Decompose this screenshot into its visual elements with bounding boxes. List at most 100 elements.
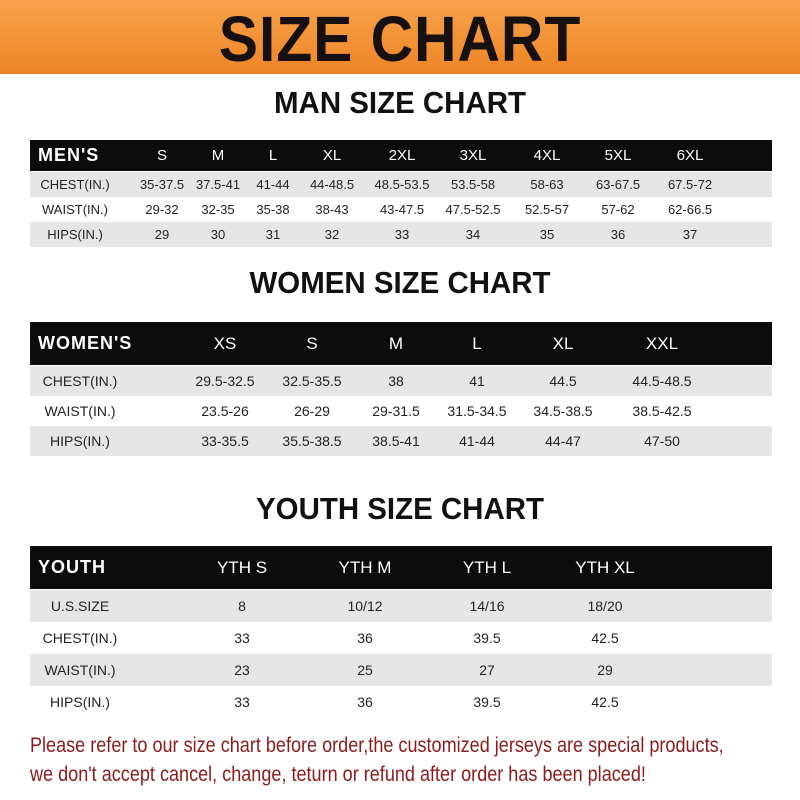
size-header: YTH L <box>462 557 512 577</box>
table-cell: 52.5-57 <box>524 202 570 218</box>
section-title: YOUTH SIZE CHART <box>256 491 544 526</box>
table-cell: 31 <box>265 227 281 243</box>
notice-line-1: Please refer to our size chart before or… <box>30 734 724 757</box>
table-cell: 35 <box>539 227 555 243</box>
table-cell: 29-31.5 <box>372 402 420 419</box>
table-cell: 34.5-38.5 <box>533 402 593 419</box>
table-cell: 29 <box>154 227 170 243</box>
table-cell: 58-63 <box>530 177 564 193</box>
table-cell: 31.5-34.5 <box>447 402 507 419</box>
table-cell: 42.5 <box>591 693 619 710</box>
size-header: 4XL <box>533 146 561 164</box>
size-header: S <box>156 146 168 164</box>
table-cell: 41 <box>469 372 485 389</box>
table-header: WOMEN'S XS S M L XL XXL <box>30 322 772 365</box>
table-cell: 18/20 <box>587 597 623 614</box>
row-label: CHEST(IN.) <box>40 177 110 193</box>
size-header: M <box>388 333 404 353</box>
table-row: HIPS(IN.) 29 30 31 32 33 34 35 36 37 <box>30 222 772 247</box>
size-header: S <box>306 333 318 353</box>
table-cell: 47.5-52.5 <box>445 202 501 218</box>
row-label: CHEST(IN.) <box>42 629 118 646</box>
table-cell: 38.5-41 <box>372 432 420 449</box>
table-cell: 27 <box>479 661 495 678</box>
table-cell: 29-32 <box>145 202 179 218</box>
table-row: HIPS(IN.) 33 36 39.5 42.5 <box>30 686 772 718</box>
table-cell: 26-29 <box>294 402 330 419</box>
table-cell: 33-35.5 <box>201 432 249 449</box>
size-header: 5XL <box>604 146 632 164</box>
size-header: YTH XL <box>575 557 635 577</box>
table-cell: 36 <box>357 629 373 646</box>
table-cell: 32-35 <box>201 202 235 218</box>
table-cell: 63-67.5 <box>595 177 641 193</box>
table-cell: 35.5-38.5 <box>282 432 342 449</box>
size-header: XS <box>213 333 237 353</box>
row-label: HIPS(IN.) <box>50 693 110 710</box>
table-cell: 36 <box>610 227 626 243</box>
table-cell: 29 <box>597 661 613 678</box>
table-cell: 39.5 <box>473 629 501 646</box>
size-header: YTH S <box>216 557 268 577</box>
row-label: WAIST(IN.) <box>44 402 116 419</box>
table-cell: 8 <box>238 597 246 614</box>
table-cell: 44.5 <box>549 372 577 389</box>
size-header: 2XL <box>388 146 416 164</box>
table-cell: 47-50 <box>644 432 680 449</box>
header-label: WOMEN'S <box>38 333 133 354</box>
table-cell: 44-47 <box>545 432 581 449</box>
table-cell: 29.5-32.5 <box>195 372 255 389</box>
table-cell: 41-44 <box>459 432 495 449</box>
size-header: XL <box>552 333 574 353</box>
section-title: MAN SIZE CHART <box>274 85 526 120</box>
size-header: M <box>211 146 225 164</box>
row-label: U.S.SIZE <box>50 597 110 614</box>
table-row: WAIST(IN.) 23 25 27 29 <box>30 654 772 686</box>
banner: SIZE CHART <box>0 0 800 75</box>
size-header: XXL <box>645 333 679 353</box>
table-row: CHEST(IN.) 29.5-32.5 32.5-35.5 38 41 44.5 44.5… <box>30 366 772 396</box>
table-cell: 35-37.5 <box>139 177 185 193</box>
table-cell: 37.5-41 <box>195 177 241 193</box>
table-cell: 62-66.5 <box>667 202 713 218</box>
table-cell: 25 <box>357 661 373 678</box>
table-cell: 32 <box>324 227 340 243</box>
size-header: 3XL <box>459 146 487 164</box>
notice-line-2: we don't accept cancel, change, teturn o… <box>30 763 646 786</box>
header-label: MEN'S <box>38 145 100 166</box>
table-cell: 36 <box>357 693 373 710</box>
table-cell: 14/16 <box>469 597 505 614</box>
table-cell: 57-62 <box>601 202 635 218</box>
table-cell: 23 <box>234 661 250 678</box>
size-header: 6XL <box>676 146 704 164</box>
table-cell: 44.5-48.5 <box>632 372 692 389</box>
table-cell: 38.5-42.5 <box>632 402 692 419</box>
size-header: YTH M <box>338 557 392 577</box>
size-header: L <box>268 146 278 164</box>
row-label: CHEST(IN.) <box>42 372 118 389</box>
row-label: HIPS(IN.) <box>50 432 110 449</box>
table-cell: 32.5-35.5 <box>282 372 342 389</box>
table-row: WAIST(IN.) 29-32 32-35 35-38 38-43 43-47.5 47.… <box>30 197 772 222</box>
row-label: HIPS(IN.) <box>47 227 103 243</box>
table-cell: 44-48.5 <box>309 177 355 193</box>
row-label: WAIST(IN.) <box>42 202 108 218</box>
header-label: YOUTH <box>38 557 106 578</box>
table-cell: 67.5-72 <box>667 177 713 193</box>
table-row: CHEST(IN.) 33 36 39.5 42.5 <box>30 622 772 654</box>
table-row: WAIST(IN.) 23.5-26 26-29 29-31.5 31.5-34.5 34… <box>30 396 772 426</box>
table-cell: 41-44 <box>256 177 290 193</box>
row-label: WAIST(IN.) <box>44 661 116 678</box>
table-cell: 10/12 <box>347 597 383 614</box>
table-cell: 48.5-53.5 <box>374 177 430 193</box>
table-row: U.S.SIZE 8 10/12 14/16 18/20 <box>30 590 772 622</box>
table-cell: 42.5 <box>591 629 619 646</box>
table-cell: 35-38 <box>256 202 290 218</box>
size-header: L <box>472 333 482 353</box>
banner-title: SIZE CHART <box>218 3 582 75</box>
section-title: WOMEN SIZE CHART <box>249 265 551 300</box>
table-row: CHEST(IN.) 35-37.5 37.5-41 41-44 44-48.5 48.5… <box>30 172 772 197</box>
table-cell: 34 <box>465 227 481 243</box>
table-cell: 38 <box>388 372 404 389</box>
table-cell: 37 <box>682 227 698 243</box>
